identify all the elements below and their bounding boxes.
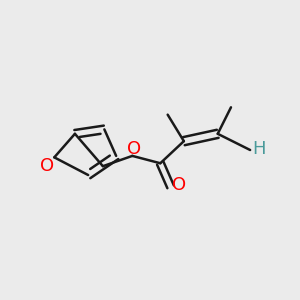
- Text: H: H: [252, 140, 266, 158]
- Text: O: O: [172, 176, 187, 194]
- Text: O: O: [40, 157, 54, 175]
- Text: O: O: [127, 140, 141, 158]
